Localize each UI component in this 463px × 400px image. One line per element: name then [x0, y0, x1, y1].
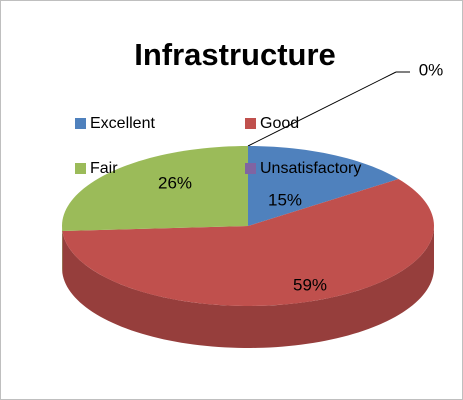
- legend-label: Good: [260, 115, 299, 132]
- legend-swatch: [245, 163, 256, 174]
- legend-swatch: [75, 118, 86, 129]
- legend-swatch: [75, 163, 86, 174]
- slice: [62, 146, 249, 232]
- legend-label: Unsatisfactory: [260, 160, 361, 177]
- data-label: 15%: [268, 190, 302, 209]
- data-label: 26%: [158, 173, 192, 192]
- leader-line: [247, 71, 397, 147]
- data-label: 0%: [419, 60, 444, 79]
- legend-label: Excellent: [90, 115, 155, 132]
- legend-swatch: [245, 118, 256, 129]
- slice: [248, 146, 399, 226]
- chart-title: Infrastructure: [134, 37, 336, 72]
- slice: [62, 178, 434, 306]
- data-label: 59%: [293, 275, 327, 294]
- legend-label: Fair: [90, 160, 118, 177]
- slice-side: [62, 226, 434, 348]
